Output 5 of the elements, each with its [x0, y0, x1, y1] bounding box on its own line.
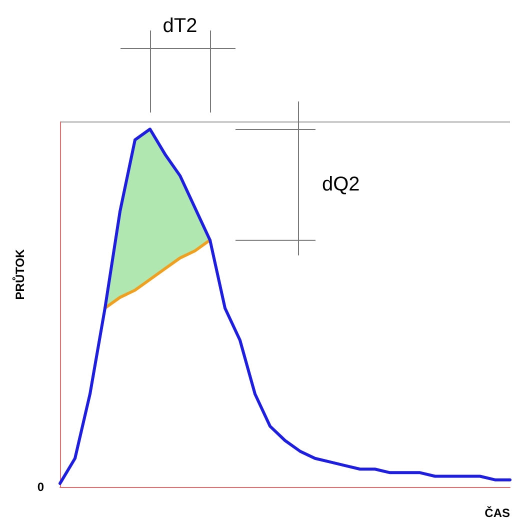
- y-axis-title: PRŮTOK: [12, 248, 27, 300]
- annotation: dQ2: [322, 174, 360, 196]
- x-axis-title: ČAS: [484, 506, 510, 520]
- text: 0: [37, 480, 44, 494]
- text: dT2: [162, 15, 198, 37]
